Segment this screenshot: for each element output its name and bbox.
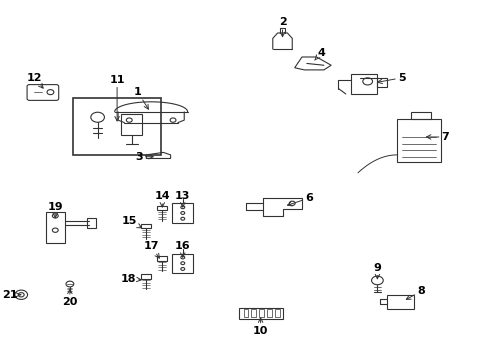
- Bar: [412, 112, 431, 119]
- Bar: [244, 310, 248, 318]
- Text: 17: 17: [144, 241, 159, 258]
- Bar: [74, 98, 161, 155]
- Bar: [142, 224, 151, 228]
- Bar: [239, 308, 283, 319]
- Bar: [142, 274, 151, 279]
- Text: 1: 1: [134, 87, 148, 109]
- Text: 10: 10: [253, 318, 269, 336]
- Text: 16: 16: [175, 241, 191, 257]
- Bar: [157, 256, 167, 261]
- Text: 11: 11: [109, 75, 125, 121]
- Bar: [87, 218, 96, 228]
- Bar: [46, 212, 65, 243]
- Bar: [351, 74, 377, 94]
- Text: 14: 14: [154, 191, 170, 207]
- Bar: [377, 78, 387, 87]
- Text: 5: 5: [378, 73, 406, 84]
- Text: 18: 18: [121, 274, 141, 284]
- Bar: [267, 310, 272, 318]
- Text: 3: 3: [135, 152, 153, 162]
- Bar: [121, 114, 143, 135]
- Text: 8: 8: [406, 286, 425, 300]
- Text: 7: 7: [426, 132, 449, 142]
- Bar: [387, 296, 414, 309]
- Text: 21: 21: [2, 290, 21, 300]
- Text: 19: 19: [48, 202, 63, 218]
- Text: 2: 2: [279, 17, 286, 37]
- Bar: [172, 253, 194, 273]
- Bar: [275, 310, 280, 318]
- Text: 15: 15: [122, 216, 142, 228]
- Text: 20: 20: [62, 289, 77, 307]
- Bar: [172, 203, 194, 223]
- Text: 6: 6: [288, 193, 313, 206]
- Text: 12: 12: [26, 73, 43, 88]
- Text: 13: 13: [175, 191, 191, 207]
- Bar: [397, 119, 441, 162]
- Bar: [259, 310, 264, 318]
- Text: 9: 9: [373, 263, 381, 279]
- Text: 4: 4: [315, 48, 325, 60]
- Bar: [157, 206, 167, 211]
- Bar: [251, 310, 256, 318]
